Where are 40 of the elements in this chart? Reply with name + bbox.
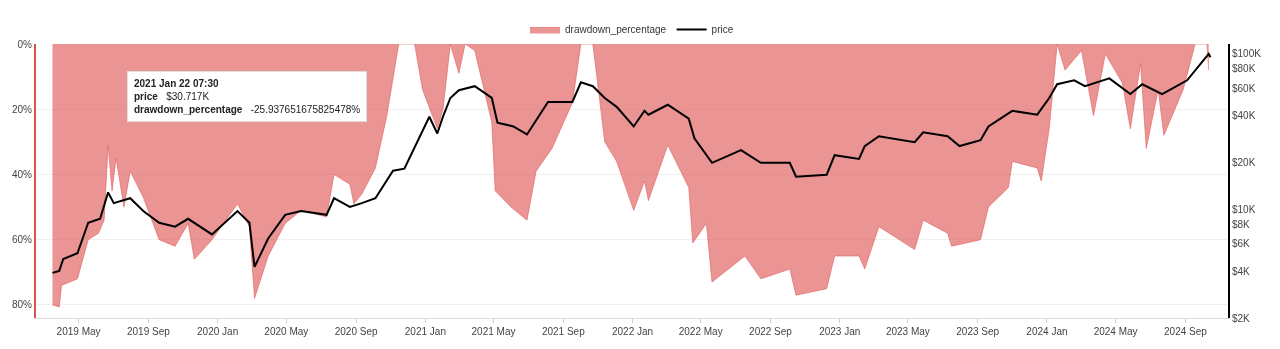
x-tick-label: 2024 May <box>1093 326 1138 337</box>
x-tick-label: 2019 May <box>56 326 101 337</box>
y-tick-label: 60% <box>11 234 33 246</box>
x-tick-label: 2024 Jan <box>1026 326 1068 337</box>
y2-tick-label: $2K <box>1232 312 1251 324</box>
x-tick-label: 2022 Sep <box>749 326 793 337</box>
annotation: $30.717K <box>166 91 210 102</box>
y2-tick-label: $4K <box>1232 265 1251 277</box>
y2-tick-label: $6K <box>1232 238 1251 250</box>
annotation: drawdown_percentage <box>134 104 243 115</box>
y-tick-label: 0% <box>17 38 33 50</box>
x-tick-label: 2023 Sep <box>956 326 1000 337</box>
x-tick-label: 2021 Jan <box>404 326 446 337</box>
legend-label: drawdown_percentage <box>565 24 667 36</box>
y2-tick-label: $8K <box>1232 218 1251 230</box>
x-tick-label: 2021 Sep <box>541 326 586 337</box>
y2-tick-label: $10K <box>1232 203 1256 215</box>
x-tick-label: 2024 Sep <box>1164 326 1208 337</box>
x-tick-label: 2023 May <box>885 326 930 337</box>
line-series <box>51 52 1212 274</box>
y2-tick-label: $60K <box>1232 82 1256 94</box>
x-tick-label: 2020 Sep <box>334 326 378 337</box>
x-tick-label: 2021 May <box>471 326 516 337</box>
annotation: price <box>134 91 159 102</box>
y2-tick-label: $40K <box>1232 110 1256 122</box>
y-tick-label: 80% <box>11 299 33 311</box>
y2-tick-label: $80K <box>1232 63 1256 75</box>
y2-tick-label: $20K <box>1232 156 1256 168</box>
x-tick-label: 2020 Jan <box>197 326 239 337</box>
x-tick-label: 2022 Jan <box>611 326 654 337</box>
y-tick-label: 20% <box>11 103 33 115</box>
x-tick-label: 2019 Sep <box>126 326 171 337</box>
x-tick-label: 2020 May <box>264 326 309 337</box>
x-tick-label: 2022 May <box>678 326 723 337</box>
x-tick-label: 2023 Jan <box>819 326 861 337</box>
legend-label: price <box>711 24 734 36</box>
y-tick-label: 40% <box>11 168 33 180</box>
annotation: 2021 Jan 22 07:30 <box>134 78 219 89</box>
y2-tick-label: $100K <box>1232 48 1262 60</box>
annotation: -25.937651675825478% <box>250 104 361 115</box>
